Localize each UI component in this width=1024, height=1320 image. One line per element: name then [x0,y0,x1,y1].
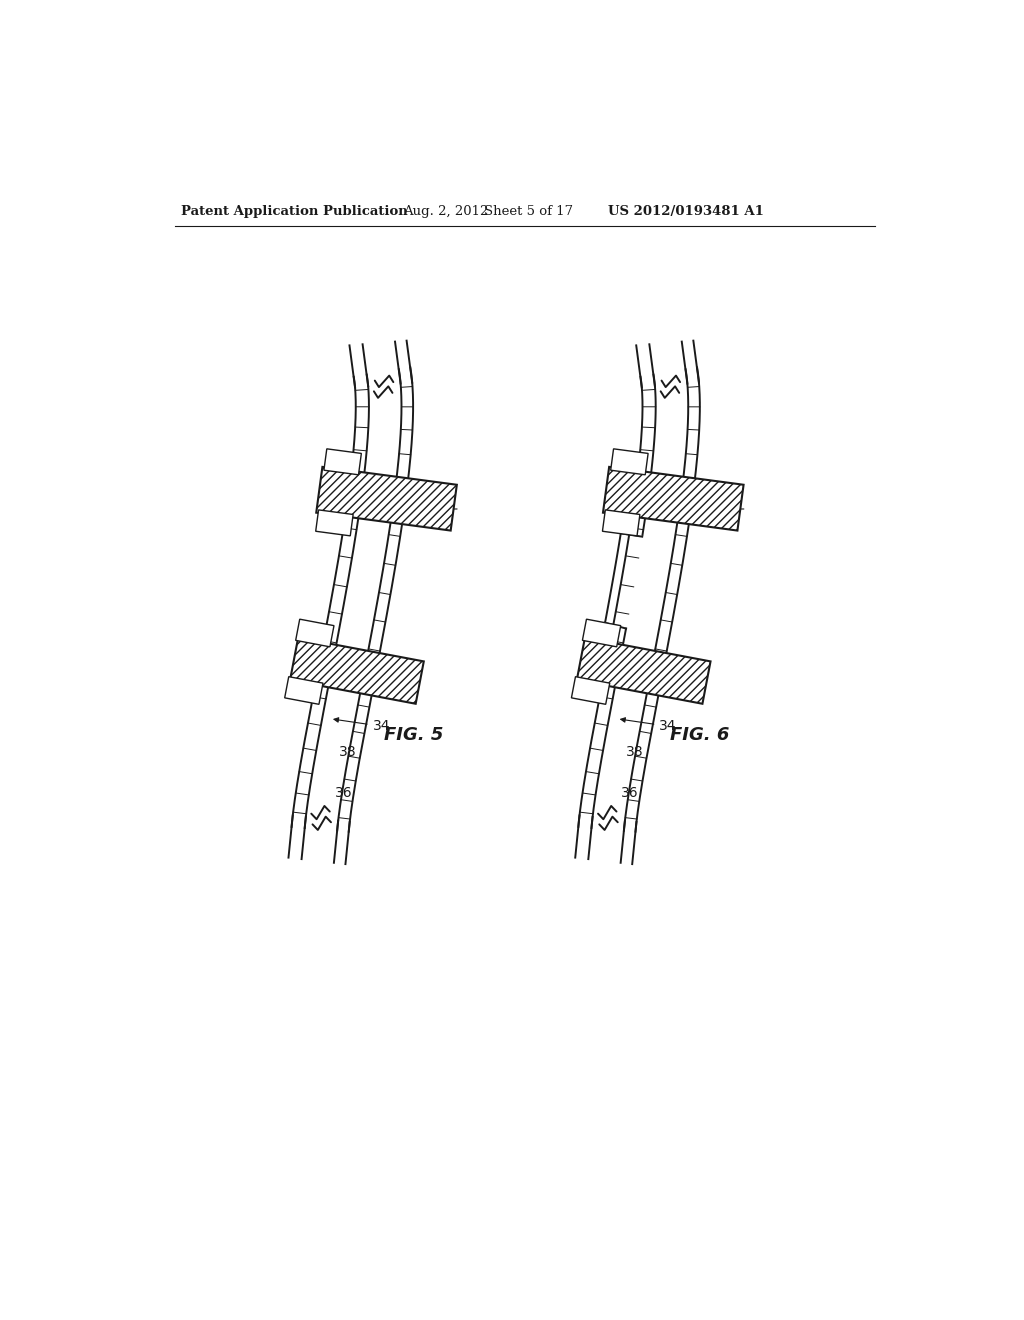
Text: 42: 42 [716,504,733,519]
Text: 34: 34 [621,718,677,733]
Polygon shape [571,677,609,705]
Text: 42: 42 [676,678,693,693]
Polygon shape [290,638,424,704]
Polygon shape [315,510,353,536]
Text: FIG. 6: FIG. 6 [671,726,730,743]
Text: 36: 36 [335,785,352,800]
Polygon shape [577,638,711,704]
Polygon shape [583,619,621,647]
Polygon shape [324,449,361,475]
Polygon shape [603,467,743,531]
Polygon shape [296,619,334,647]
Text: 38: 38 [626,746,643,759]
Polygon shape [285,677,323,705]
Text: 42: 42 [429,504,446,519]
Polygon shape [610,449,648,475]
Text: Patent Application Publication: Patent Application Publication [180,206,408,218]
Text: FIG. 5: FIG. 5 [384,726,443,743]
Text: 42: 42 [389,678,407,693]
Polygon shape [316,467,457,531]
Text: 38: 38 [339,746,356,759]
Text: 36: 36 [622,785,639,800]
Text: Aug. 2, 2012: Aug. 2, 2012 [403,206,488,218]
Text: 34: 34 [334,718,390,733]
Polygon shape [602,510,640,536]
Text: Sheet 5 of 17: Sheet 5 of 17 [484,206,573,218]
Text: US 2012/0193481 A1: US 2012/0193481 A1 [608,206,764,218]
